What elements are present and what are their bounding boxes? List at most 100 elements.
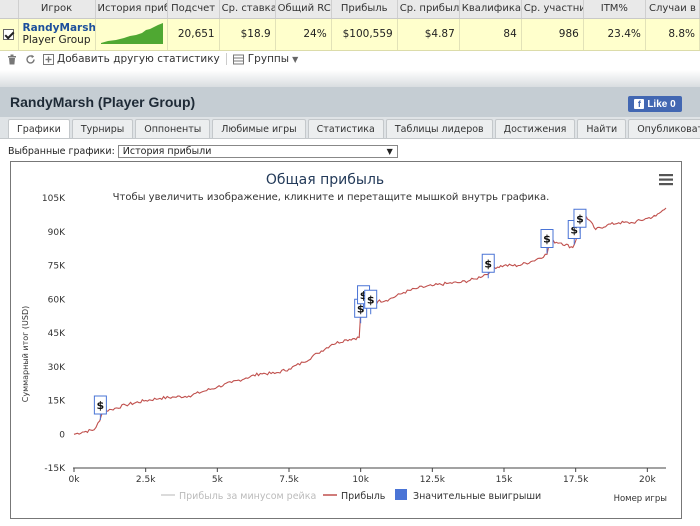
avg-profit-cell: $4.87 (397, 18, 460, 51)
profit-cell: $100,559 (331, 18, 398, 51)
x-tick-label: 2.5k (136, 475, 156, 485)
y-tick-label: -15K (44, 464, 66, 474)
col-header-cases[interactable]: Случаи в (645, 0, 700, 19)
groups-label: Группы (247, 53, 290, 65)
col-header-itm[interactable]: ITM% (583, 0, 646, 19)
add-stats-button[interactable]: Добавить другую статистику (42, 53, 220, 65)
trash-icon[interactable] (6, 53, 18, 65)
col-header-avg-profit[interactable]: Ср. прибыль (397, 0, 460, 19)
select-header (0, 0, 19, 19)
row-checkbox[interactable] (3, 28, 15, 40)
col-header-count[interactable]: Подсчет (167, 0, 220, 19)
legend-item-big-wins[interactable]: Значительные выигрыши (395, 489, 541, 502)
legend-label-profit: Прибыль (341, 491, 386, 502)
chart-selector-value: История прибыли (122, 146, 212, 157)
y-tick-label: 45K (48, 329, 66, 339)
x-tick-label: 20k (639, 475, 656, 485)
y-tick-label: 15K (48, 397, 66, 407)
tab-publish[interactable]: Опубликовать (628, 119, 700, 138)
tab-statistics[interactable]: Статистика (307, 119, 384, 138)
avg-stake-cell: $18.9 (219, 18, 276, 51)
x-tick-label: 7.5k (279, 475, 299, 485)
add-stats-label: Добавить другую статистику (57, 53, 220, 65)
profit-sparkline-cell (95, 18, 168, 51)
tab-achievements[interactable]: Достижения (494, 119, 576, 138)
count-cell: 20,651 (167, 18, 220, 51)
x-tick-label: 12.5k (420, 475, 446, 485)
y-tick-label: 0 (59, 430, 65, 440)
player-profile-panel: RandyMarsh (Player Group) f Like 0 Графи… (0, 87, 700, 526)
flag-label: $ (570, 224, 578, 237)
qualified-cell: 84 (459, 18, 522, 51)
chart-subtitle: Чтобы увеличить изображение, кликните и … (113, 192, 550, 203)
col-header-avg-stake[interactable]: Ср. ставка (219, 0, 276, 19)
tab-find[interactable]: Найти (577, 119, 627, 138)
legend-item-rake[interactable]: Прибыль за минусом рейка (161, 491, 316, 502)
col-header-qualified[interactable]: Квалифика (459, 0, 522, 19)
x-tick-label: 10k (352, 475, 369, 485)
flag-box (540, 229, 554, 248)
toolbar-divider (225, 53, 227, 65)
flag-box (573, 208, 587, 228)
x-axis-label: Номер игры (614, 494, 667, 504)
y-tick-label: 75K (48, 262, 66, 272)
y-tick-label: 105K (42, 194, 66, 204)
profit-line (73, 207, 667, 435)
big-win-flag[interactable]: $ (364, 289, 378, 315)
chart-title: Общая прибыль (266, 172, 384, 188)
itm-cell: 23.4% (583, 18, 646, 51)
flag-label: $ (367, 293, 375, 306)
groups-dropdown[interactable]: Группы ▼ (233, 53, 298, 65)
chart-series (73, 207, 667, 435)
tab-favorite-games[interactable]: Любимые игры (212, 119, 306, 138)
y-axis-label: Суммарный итог (USD) (21, 306, 30, 403)
legend-item-profit[interactable]: Прибыль (323, 491, 386, 502)
x-axis-ticks: 0k 2.5k 5k 7.5k 10k 12.5k 15k 17.5k 20k (69, 468, 656, 485)
player-cell[interactable]: RandyMarsh Player Group (18, 18, 96, 51)
profit-sparkline (100, 22, 163, 44)
chart-menu-icon[interactable] (659, 174, 673, 186)
table-row[interactable]: RandyMarsh Player Group 20,651 $18.9 24%… (0, 18, 700, 51)
facebook-like-button[interactable]: f Like 0 (628, 96, 682, 112)
profit-chart[interactable]: Общая прибыль Чтобы увеличить изображени… (11, 162, 681, 518)
legend-label-rake: Прибыль за минусом рейка (179, 491, 316, 502)
x-tick-label: 0k (69, 475, 81, 485)
player-name[interactable]: RandyMarsh (22, 22, 96, 34)
y-tick-label: 60K (48, 295, 66, 305)
tab-tournaments[interactable]: Турниры (71, 119, 134, 138)
col-header-profit[interactable]: Прибыль (331, 0, 398, 19)
row-checkbox-cell (0, 18, 19, 51)
facebook-icon: f (634, 99, 645, 109)
profile-tabs: Графики Турниры Оппоненты Любимые игры С… (8, 119, 700, 138)
x-tick-label: 5k (212, 475, 224, 485)
avg-entrants-cell: 986 (521, 18, 584, 51)
col-header-total-rc[interactable]: Общий RC (275, 0, 332, 19)
flag-box (93, 395, 107, 415)
big-win-flag[interactable]: $ (540, 229, 554, 254)
chart-selector-row: Выбранные графики: История прибыли ▼ (8, 145, 398, 158)
panel-header: RandyMarsh (Player Group) f Like 0 (0, 87, 700, 117)
significant-wins-markers: $$$ $$$$$ (93, 208, 587, 420)
refresh-icon[interactable] (24, 53, 36, 65)
chart-frame: Общая прибыль Чтобы увеличить изображени… (10, 161, 682, 519)
tab-opponents[interactable]: Оппоненты (135, 119, 211, 138)
flag-label: $ (97, 399, 105, 412)
chart-selector[interactable]: История прибыли ▼ (117, 145, 398, 158)
flag-box (364, 289, 378, 309)
flag-label: $ (357, 302, 365, 315)
x-tick-label: 15k (496, 475, 513, 485)
col-header-player[interactable]: Игрок (18, 0, 96, 19)
tab-graphs[interactable]: Графики (8, 119, 70, 138)
col-header-avg-entrants[interactable]: Ср. участни (521, 0, 584, 19)
stats-table: Игрок История прибы Подсчет Ср. ставка О… (0, 0, 700, 51)
big-win-flag[interactable]: $ (573, 208, 587, 234)
col-header-history[interactable]: История прибы (95, 0, 168, 19)
tab-leaderboards[interactable]: Таблицы лидеров (385, 119, 493, 138)
player-group: Player Group (22, 34, 91, 46)
big-win-flag[interactable]: $ (481, 253, 495, 279)
chart-selector-label: Выбранные графики: (8, 146, 115, 157)
flag-label: $ (543, 233, 551, 246)
table-toolbar: Добавить другую статистику Группы ▼ (0, 48, 700, 70)
table-header-row: Игрок История прибы Подсчет Ср. ставка О… (0, 0, 700, 19)
big-win-flag[interactable]: $ (93, 395, 107, 420)
